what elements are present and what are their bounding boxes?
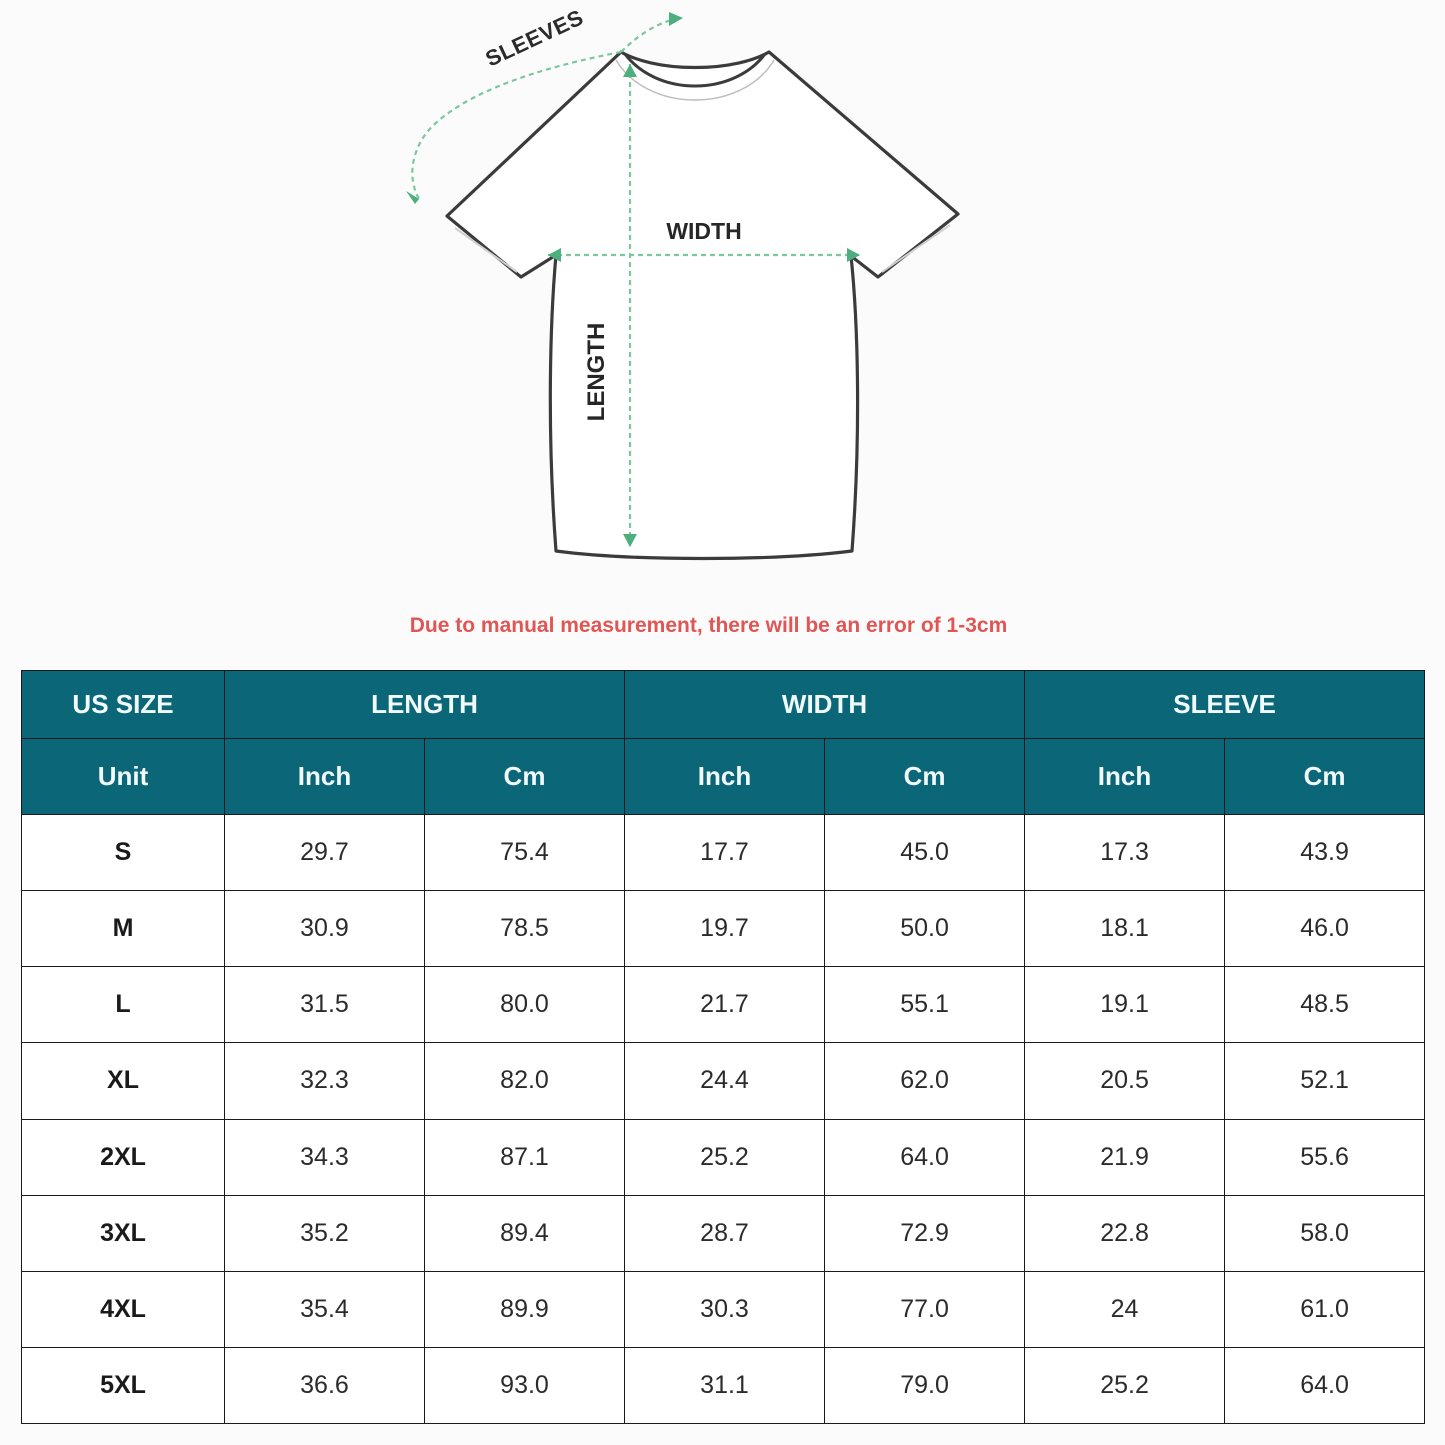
svg-text:WIDTH: WIDTH — [666, 218, 741, 244]
svg-text:LENGTH: LENGTH — [583, 323, 610, 422]
svg-text:SLEEVES: SLEEVES — [482, 5, 588, 72]
